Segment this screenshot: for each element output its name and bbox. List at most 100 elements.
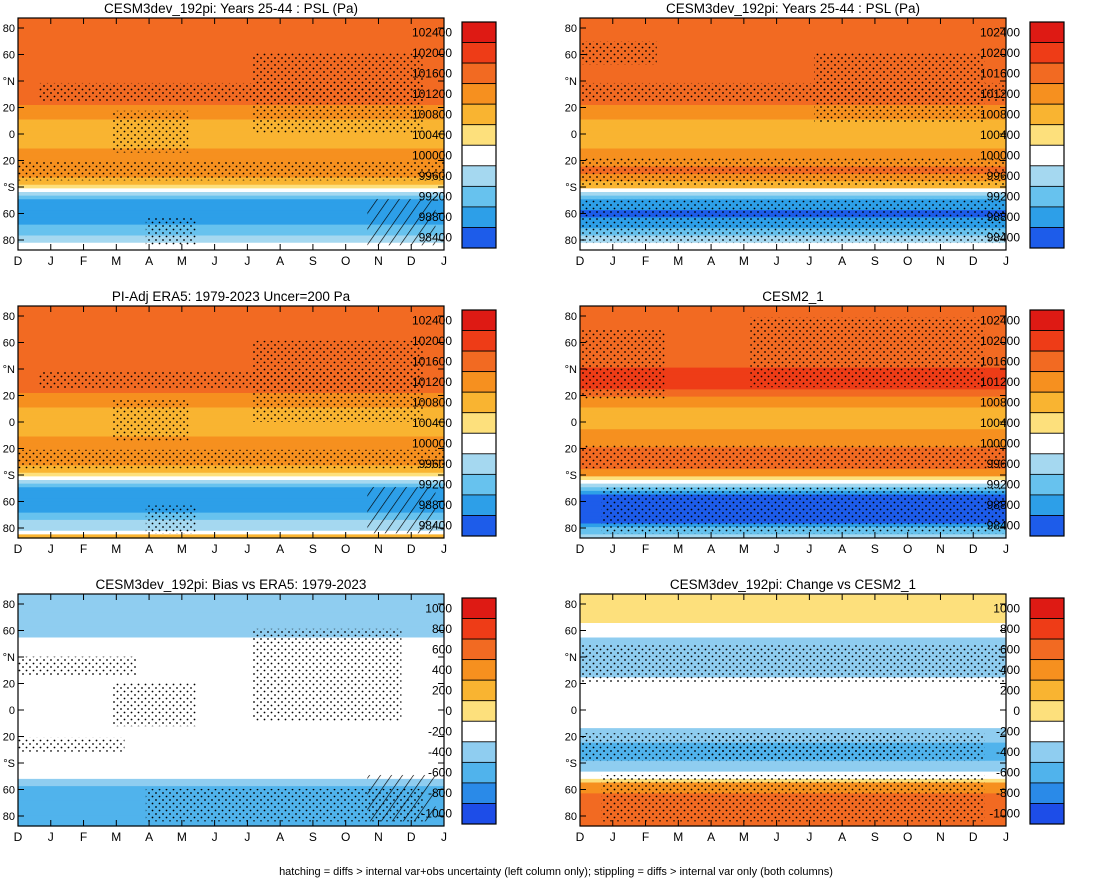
colorbar-label: 100800 [980,395,1020,409]
lat-band [18,720,444,726]
lat-band [18,735,444,740]
lat-band [580,440,1006,445]
x-tick-label: D [14,254,23,268]
lat-band [580,389,1006,394]
x-tick-label: M [673,542,683,556]
lat-band [18,411,444,416]
colorbar-box [1029,83,1065,105]
lat-band [18,699,444,704]
y-tick-label: 0 [9,417,15,429]
y-tick-label: 80 [3,811,15,823]
x-tick-label: D [407,254,416,268]
lat-band [580,411,1006,416]
x-tick-label: J [212,254,218,268]
colorbar-box [1029,165,1065,187]
lat-band [580,101,1006,106]
lat-band [18,480,444,485]
lat-band [18,655,444,660]
lat-band [580,32,1006,37]
colorbar-label: -800 [996,786,1020,800]
lat-band [18,188,444,193]
x-tick-label: A [838,542,846,556]
colorbar-box [461,21,497,43]
colorbar-label: 1000 [425,601,452,615]
lat-band [580,115,1006,121]
lat-band [580,54,1006,59]
colorbar-frame [461,21,497,249]
x-tick-label: M [739,254,749,268]
lat-band [18,364,444,369]
x-tick-label: O [903,542,912,556]
colorbar-box [1029,42,1065,64]
colorbar-label: 99200 [987,190,1021,204]
x-tick-label: J [212,830,218,844]
lat-band [580,771,1006,776]
lat-band [580,623,1006,628]
colorbar-label: 99600 [419,457,453,471]
colorbar-label: 101600 [412,354,452,368]
x-tick-label: N [374,830,383,844]
lat-band [18,432,444,438]
lat-band [18,126,444,131]
lat-band [18,105,444,110]
colorbar-label: -1000 [989,807,1020,821]
lat-band [18,483,444,488]
x-tick-label: S [871,830,879,844]
lat-band [580,724,1006,729]
lat-band [18,516,444,521]
lat-band [580,418,1006,423]
lat-band [18,123,444,128]
y-tick-label: °S [565,182,577,194]
lat-band [580,137,1006,142]
y-tick-label: 20 [565,391,577,403]
stipple-region [707,733,985,762]
lat-band [580,72,1006,77]
lat-band [18,210,444,215]
lat-band [580,108,1006,113]
lat-band [580,472,1006,477]
colorbar-box [461,227,497,249]
lat-band [18,666,444,671]
colorbar-box [461,679,497,702]
lat-band [18,403,444,409]
lat-band [18,360,444,365]
x-tick-label: M [739,542,749,556]
colorbar-frame [1029,21,1065,249]
colorbar-label: 99200 [419,478,453,492]
colorbar-box [1029,618,1065,640]
lat-band [18,184,444,189]
lat-band [580,36,1006,41]
lat-band [580,76,1006,81]
lat-band [18,713,444,718]
x-tick-label: J [774,830,780,844]
x-tick-label: D [14,542,23,556]
lat-band [18,659,444,664]
lat-band [18,119,444,124]
colorbar-label: -600 [428,766,452,780]
lat-band [580,152,1006,157]
colorbar-label: -800 [428,786,452,800]
panel-3: PI-Adj ERA5: 1979-2023 Uncer=200 Pa D J F M A… [3,289,497,556]
lat-band [580,313,1006,318]
lat-band [580,760,1006,765]
y-tick-label: 20 [3,391,15,403]
x-tick-label: J [806,542,812,556]
footnote: hatching = diffs > internal var+obs unce… [279,866,833,878]
lat-band [580,822,1006,827]
lat-band [18,594,444,599]
colorbar-box [461,371,497,393]
lat-band [580,126,1006,131]
lat-band [580,691,1006,697]
lat-band [18,490,444,496]
colorbar-box [461,720,497,743]
lat-band [580,604,1006,610]
lat-band [18,626,444,631]
lat-band [18,72,444,77]
lat-band [580,469,1006,474]
lat-band [580,50,1006,55]
lat-band [18,662,444,668]
colorbar-box [1029,638,1065,661]
lat-band [580,68,1006,73]
lat-band [18,425,444,430]
lat-band [18,32,444,37]
